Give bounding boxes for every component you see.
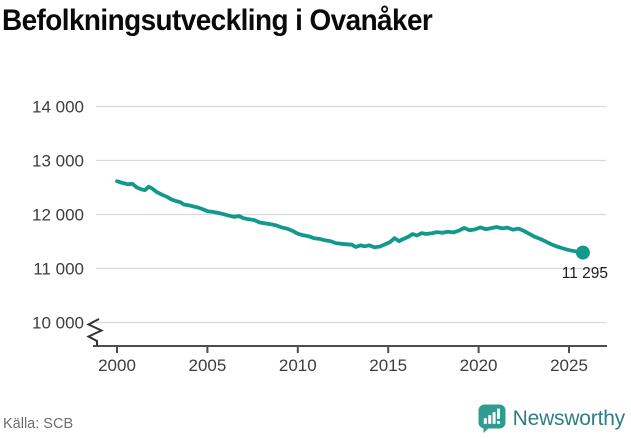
x-tick-label: 2025 [550, 356, 588, 375]
x-tick-label: 2005 [188, 356, 226, 375]
y-tick-label: 14 000 [32, 98, 84, 117]
logo-bubble [478, 404, 506, 429]
y-tick-label: 10 000 [32, 314, 84, 333]
logo-bubble-tail [483, 426, 491, 433]
y-tick-label: 12 000 [32, 206, 84, 225]
brand-name: Newsworthy [512, 407, 626, 430]
x-tick-label: 2000 [98, 356, 136, 375]
logo-bar-large [492, 412, 496, 424]
logo-exclamation-bar [496, 408, 500, 419]
population-line [115, 179, 585, 255]
logo-bar-medium [487, 415, 491, 424]
x-tick-label: 2010 [279, 356, 317, 375]
source-label: Källa: SCB [3, 416, 74, 432]
x-tick-label: 2015 [369, 356, 407, 375]
logo-bar-small [483, 418, 487, 424]
newsworthy-bubble-chart-icon [478, 404, 506, 433]
y-tick-label: 11 000 [33, 260, 84, 279]
end-point-marker [575, 245, 590, 260]
logo-exclamation-dot [496, 421, 500, 424]
end-value-label: 11 295 [562, 265, 608, 282]
newsworthy-logo: Newsworthy [478, 404, 625, 434]
x-tick-label: 2020 [460, 356, 498, 375]
y-tick-label: 13 000 [32, 152, 84, 171]
page-title: Befolkningsutveckling i Ovanåker [2, 4, 433, 37]
axis-break-icon [86, 318, 104, 346]
